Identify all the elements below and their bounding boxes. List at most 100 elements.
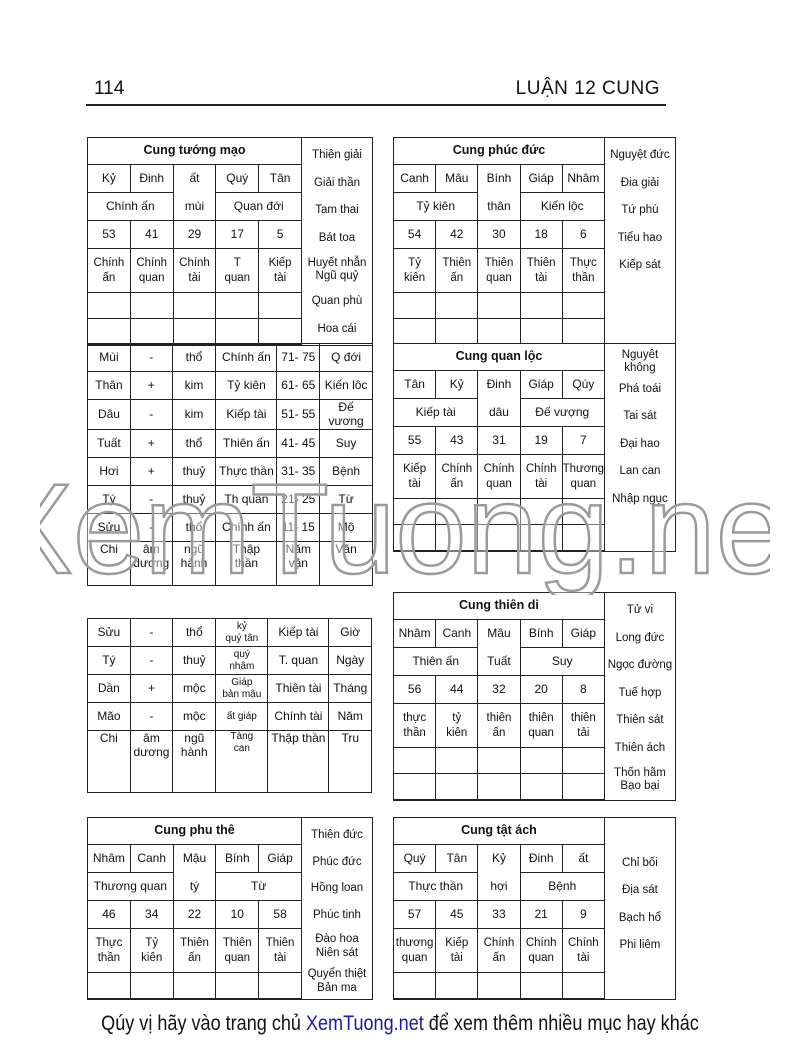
star-item: Quyển thiệt Bản ma bbox=[307, 968, 367, 994]
heavenly-stem: Nhâm bbox=[394, 620, 437, 648]
right-label: Bệnh bbox=[520, 873, 605, 901]
star-item: Phúc đức bbox=[312, 855, 362, 868]
table-cell: Bệnh bbox=[319, 456, 373, 486]
table-cell: 41- 45 bbox=[276, 428, 321, 458]
palace-4: Cung thiên di Nhâm Canh Bính Giáp Mâu Tuất Thiê… bbox=[393, 592, 676, 801]
age-cell: 57 bbox=[394, 901, 437, 929]
table-cell: âm dương bbox=[129, 730, 174, 793]
empty-cell bbox=[394, 973, 437, 999]
ten-god-cell: tỷ kiên bbox=[436, 704, 479, 748]
stars-column: Thiên đức Phúc đức Hồng loan Phúc tinh Đào h… bbox=[302, 818, 372, 999]
empty-cell bbox=[436, 319, 479, 345]
empty-cell bbox=[130, 973, 174, 999]
empty-cell bbox=[88, 973, 131, 999]
table-cell: Th quan bbox=[215, 484, 278, 514]
table-cell: T. quan bbox=[267, 646, 330, 675]
star-item: Chỉ bối bbox=[622, 856, 658, 869]
ten-god-cell: Thiên quan bbox=[216, 929, 260, 973]
heavenly-stem: Kỷ bbox=[88, 165, 131, 193]
heavenly-stem: Qúy bbox=[562, 371, 605, 399]
footer-site-link[interactable]: XemTuong.net bbox=[305, 1012, 424, 1035]
empty-cell bbox=[88, 293, 131, 319]
left-label: Tỷ kiên bbox=[394, 193, 479, 221]
right-label: Kiến lộc bbox=[520, 193, 605, 221]
table-cell: Q đới bbox=[319, 343, 373, 372]
empty-cell bbox=[562, 973, 605, 999]
table-cell: 11- 15 bbox=[276, 512, 321, 542]
table-row: Sửu - thổ kỷ quý tân Kiếp tài Giờ bbox=[87, 618, 372, 647]
empty-cell bbox=[88, 319, 131, 345]
table-cell: Tháng bbox=[328, 674, 372, 703]
table-cell: thổ bbox=[171, 512, 217, 542]
star-item: Tuế hợp bbox=[618, 686, 662, 699]
star-item: Quan phù bbox=[311, 295, 363, 308]
ten-god-cell: Kiếp tài bbox=[394, 455, 437, 499]
palace-title: Cung tật ách bbox=[394, 818, 605, 845]
age-cell: 8 bbox=[562, 676, 605, 704]
empty-cell bbox=[173, 973, 217, 999]
ten-god-cell: Kiếp tài bbox=[436, 929, 479, 973]
ten-god-cell: Thực thần bbox=[88, 929, 131, 973]
empty-cell bbox=[130, 293, 174, 319]
table-cell: + bbox=[129, 371, 173, 400]
heavenly-stem: Quý bbox=[216, 165, 260, 193]
ten-god-cell: Chính tài bbox=[562, 929, 605, 973]
ten-god-cell: Thiên tài bbox=[520, 249, 563, 293]
table-row: Mão - mộc ất giáp Chính tài Năm bbox=[87, 702, 372, 731]
star-item: Kiếp sát bbox=[619, 259, 661, 272]
table-cell: mộc bbox=[172, 702, 217, 731]
empty-cell bbox=[216, 293, 260, 319]
empty-cell bbox=[216, 319, 260, 345]
table-cell: Thiên ấn bbox=[215, 428, 278, 458]
table-cell: quý nhâm bbox=[215, 646, 269, 675]
earthly-branch: Tuất bbox=[487, 653, 511, 668]
table-cell: + bbox=[129, 674, 174, 703]
ten-god-cell: T quan bbox=[216, 249, 260, 293]
table-cell: Thân bbox=[87, 371, 131, 400]
center-stem: ất bbox=[189, 171, 200, 186]
table-cell: thuỷ bbox=[171, 484, 217, 514]
empty-cell bbox=[394, 499, 437, 525]
palace-center: Đinh dâu bbox=[478, 371, 521, 427]
ten-god-cell: Thiên tài bbox=[259, 929, 302, 973]
star-item: Tứ phù bbox=[621, 204, 659, 217]
empty-cell bbox=[394, 774, 437, 800]
table-cell: ngũ hành bbox=[172, 730, 217, 793]
center-stem: Đinh bbox=[486, 377, 512, 392]
earthly-branch: dâu bbox=[488, 404, 509, 419]
age-cell: 55 bbox=[394, 427, 437, 455]
running-title: LUẬN 12 CUNG bbox=[515, 78, 660, 99]
table-cell: mộc bbox=[172, 674, 217, 703]
table-cell: Dần bbox=[87, 674, 131, 703]
ten-god-cell: thực thần bbox=[394, 704, 437, 748]
center-stem: Mậu bbox=[182, 851, 207, 866]
earthly-branch: hợi bbox=[490, 878, 508, 893]
palace-1: Cung tướng mạo Kỷ Đinh Quý Tân ất mùi Chính ấn Q… bbox=[87, 137, 373, 346]
left-label: Chính ấn bbox=[88, 193, 174, 221]
table-cell: Thực thần bbox=[215, 456, 278, 486]
center-stem: Bính bbox=[486, 171, 512, 186]
palace-center: Kỷ hợi bbox=[478, 845, 521, 901]
star-item: Tiểu hao bbox=[617, 231, 663, 244]
palace-title: Cung phu thê bbox=[88, 818, 302, 845]
table-cell: Chính tài bbox=[267, 702, 330, 731]
heavenly-stem: Giáp bbox=[259, 845, 302, 873]
table-cell: Suy bbox=[319, 428, 373, 458]
ten-god-cell: Chính tài bbox=[173, 249, 217, 293]
table-cell: Tàng can bbox=[215, 730, 269, 793]
age-cell: 30 bbox=[478, 221, 521, 249]
left-label: Thực thần bbox=[394, 873, 479, 901]
star-item: Tai sát bbox=[623, 410, 657, 423]
empty-cell bbox=[520, 774, 563, 800]
empty-cell bbox=[478, 525, 521, 551]
age-cell: 20 bbox=[520, 676, 563, 704]
empty-cell bbox=[259, 319, 302, 345]
empty-cell bbox=[520, 499, 563, 525]
age-cell: 56 bbox=[394, 676, 437, 704]
table-cell: - bbox=[129, 702, 174, 731]
age-cell: 43 bbox=[436, 427, 479, 455]
age-cell: 21 bbox=[520, 901, 563, 929]
empty-cell bbox=[562, 499, 605, 525]
palace-title: Cung thiên di bbox=[394, 593, 605, 620]
right-label: Quan đới bbox=[216, 193, 302, 221]
